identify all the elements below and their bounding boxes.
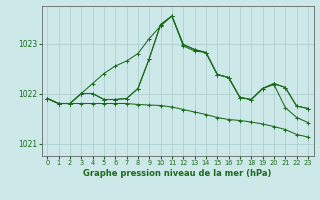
- X-axis label: Graphe pression niveau de la mer (hPa): Graphe pression niveau de la mer (hPa): [84, 169, 272, 178]
